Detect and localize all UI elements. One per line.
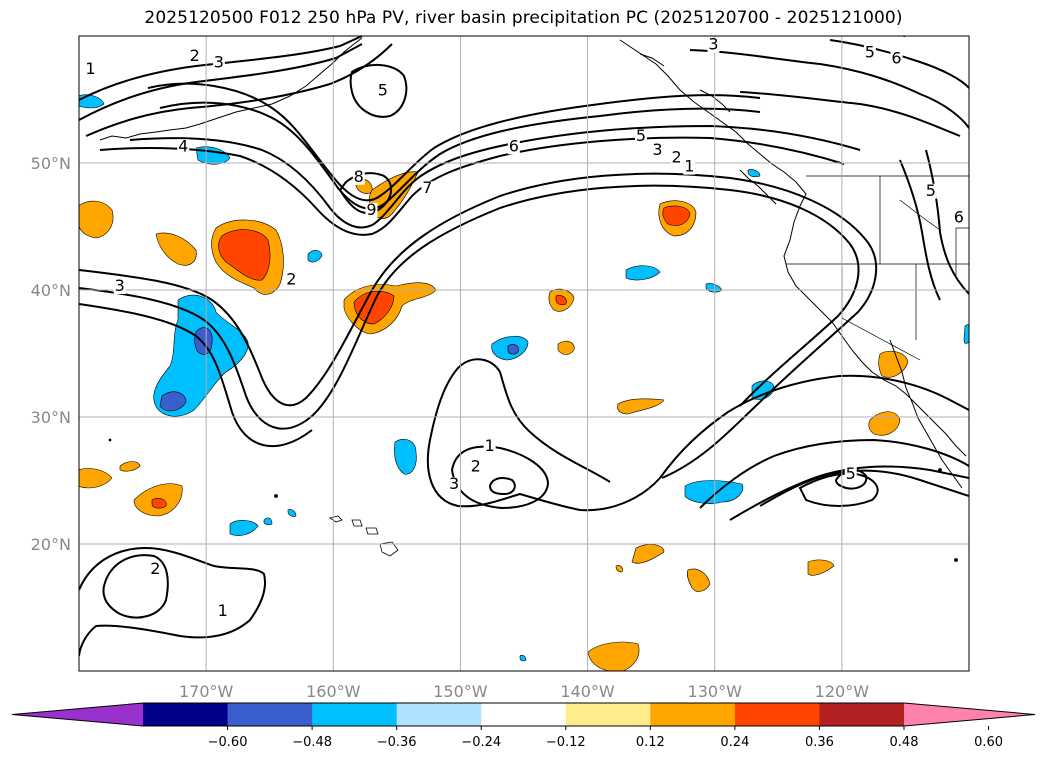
colorbar-outline bbox=[11, 702, 1036, 727]
contour-label-bg bbox=[651, 143, 664, 159]
colorbar-tick-label: 0.48 bbox=[890, 735, 919, 750]
contour-label: 2 bbox=[150, 559, 160, 578]
contour-label-bg bbox=[844, 466, 857, 482]
contour-label: 6 bbox=[954, 207, 964, 226]
lat-tick-label: 30°N bbox=[31, 408, 71, 427]
colorbar-segment bbox=[565, 703, 651, 726]
contour-label: 9 bbox=[366, 200, 376, 219]
contour-label-bg bbox=[188, 49, 201, 65]
contour-label-bg bbox=[149, 562, 162, 578]
lon-tick-label: 130°W bbox=[688, 682, 743, 701]
contour-label: 1 bbox=[684, 157, 694, 176]
contour-label: 5 bbox=[636, 126, 646, 145]
lon-tick-label: 150°W bbox=[433, 682, 488, 701]
contour-label-bg bbox=[216, 604, 229, 620]
contour-label-bg bbox=[634, 129, 647, 145]
colorbar: −0.60 −0.48 −0.36 −0.24 −0.12 0.12 0.24 0.36 0.4… bbox=[11, 702, 1036, 750]
contour-label-bg bbox=[113, 279, 126, 294]
contour-label-bg bbox=[952, 210, 965, 226]
contour-label: 7 bbox=[422, 178, 432, 197]
colorbar-segment bbox=[396, 703, 482, 726]
contour-label-bg bbox=[84, 61, 97, 77]
contour-label: 3 bbox=[708, 35, 718, 54]
contour-label-bg bbox=[421, 181, 434, 197]
figure-title: 2025120500 F012 250 hPa PV, river basin … bbox=[144, 8, 903, 28]
contour-label-bg bbox=[448, 477, 461, 493]
colorbar-segment bbox=[481, 703, 567, 726]
colorbar-min-extend bbox=[12, 703, 143, 726]
contour-label-bg bbox=[863, 45, 876, 61]
colorbar-segment bbox=[734, 703, 820, 726]
contour-label: 6 bbox=[509, 136, 519, 155]
map-frame bbox=[78, 35, 970, 672]
contour-label: 2 bbox=[190, 46, 200, 65]
contour-label-bg bbox=[469, 459, 482, 475]
colorbar-tick-label: −0.60 bbox=[208, 735, 248, 750]
colorbar-segment bbox=[650, 703, 736, 726]
contour-label: 5 bbox=[926, 181, 936, 200]
colorbar-tick-label: −0.36 bbox=[377, 735, 417, 750]
lat-tick-label: 40°N bbox=[31, 281, 71, 300]
contour-label: 2 bbox=[471, 456, 481, 475]
contour-label: 5 bbox=[378, 80, 388, 99]
contour-label: 1 bbox=[218, 601, 228, 620]
colorbar-tick-label: 0.12 bbox=[636, 735, 665, 750]
pv-contours bbox=[79, 36, 969, 657]
colorbar-tick-label: 0.24 bbox=[720, 735, 749, 750]
colorbar-tick-label: −0.48 bbox=[292, 735, 332, 750]
colorbar-tick-label: −0.24 bbox=[461, 735, 501, 750]
contour-label-bg bbox=[899, 36, 912, 40]
colorbar-segment bbox=[819, 703, 905, 726]
coastlines bbox=[99, 37, 967, 489]
gridlines bbox=[79, 36, 969, 671]
contour-label-bg bbox=[365, 202, 378, 218]
contour-label: 3 bbox=[449, 474, 459, 493]
contour-label-bg bbox=[177, 139, 190, 155]
contour-label-bg bbox=[924, 183, 937, 199]
lat-tick-label: 50°N bbox=[31, 154, 71, 173]
colorbar-max-extend bbox=[904, 703, 1035, 726]
lat-tick-label: 20°N bbox=[31, 535, 71, 554]
contour-label: 1 bbox=[485, 436, 495, 455]
contour-label-bg bbox=[507, 139, 520, 155]
contour-label-bg bbox=[670, 150, 683, 166]
contour-label: 1 bbox=[85, 59, 95, 78]
positive-precip-cores bbox=[151, 205, 691, 509]
contour-label: 5 bbox=[865, 42, 875, 61]
lon-tick-labels: 170°W 160°W 150°W 140°W 130°W 120°W bbox=[179, 682, 869, 701]
contour-label-bg bbox=[683, 159, 696, 175]
contour-label: 2 bbox=[671, 148, 681, 167]
lon-tick-label: 160°W bbox=[306, 682, 361, 701]
contour-label: 5 bbox=[846, 464, 856, 483]
contour-label-bg bbox=[285, 272, 298, 288]
colorbar-segment bbox=[227, 703, 313, 726]
lon-tick-label: 170°W bbox=[179, 682, 234, 701]
contour-label: 3 bbox=[652, 140, 662, 159]
colorbar-tick-label: 0.60 bbox=[974, 735, 1003, 750]
colorbar-tick-label: −0.12 bbox=[546, 735, 586, 750]
colorbar-segment bbox=[143, 703, 229, 726]
contour-label-bg bbox=[376, 83, 389, 99]
islands bbox=[108, 438, 958, 562]
contour-label: 6 bbox=[891, 49, 901, 68]
contour-label: 2 bbox=[286, 270, 296, 289]
contour-label: 3 bbox=[214, 52, 224, 71]
contour-label-bg bbox=[890, 51, 903, 67]
lon-tick-label: 140°W bbox=[560, 682, 615, 701]
lat-tick-labels: 50°N 40°N 30°N 20°N bbox=[31, 154, 71, 554]
contour-label: 3 bbox=[115, 276, 125, 295]
contour-label: 4 bbox=[178, 136, 188, 155]
contour-label: 7 bbox=[900, 22, 910, 41]
contour-label-bg bbox=[483, 439, 496, 455]
lon-tick-label: 120°W bbox=[815, 682, 870, 701]
contour-label-bg bbox=[212, 55, 225, 71]
colorbar-segment bbox=[312, 703, 398, 726]
contour-label-bg bbox=[707, 37, 720, 53]
contour-label: 8 bbox=[354, 167, 364, 186]
colorbar-tick-label: 0.36 bbox=[805, 735, 834, 750]
contour-label-bg bbox=[352, 169, 365, 185]
